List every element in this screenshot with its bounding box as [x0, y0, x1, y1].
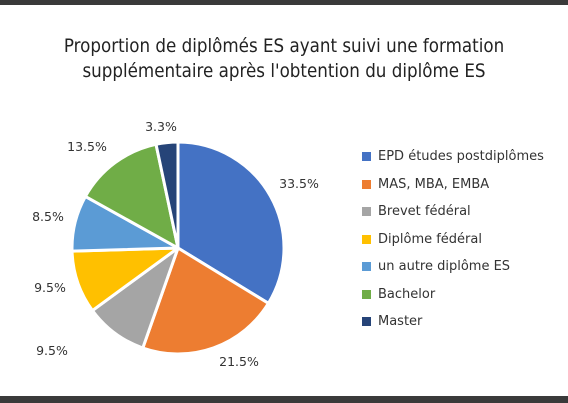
legend-label: Diplôme fédéral	[378, 231, 482, 247]
slice-value-label-3: 9.5%	[34, 280, 66, 295]
chart-title-line-1: Proportion de diplômés ES ayant suivi un…	[63, 35, 505, 57]
pie-slice-6	[154, 140, 180, 250]
pie-slice-5	[83, 142, 180, 250]
legend-swatch	[362, 289, 371, 299]
slice-value-label-0: 33.5%	[279, 176, 319, 191]
legend-label: Brevet fédéral	[378, 204, 471, 220]
legend-swatch	[362, 234, 371, 244]
legend-swatch	[362, 152, 371, 162]
chart-title-line-2: supplémentaire après l'obtention du dipl…	[82, 60, 486, 82]
legend-item-2: Brevet fédéral	[362, 198, 544, 226]
legend-label: Bachelor	[378, 286, 436, 302]
slice-value-label-1: 21.5%	[219, 354, 259, 369]
legend-swatch	[362, 179, 371, 189]
legend-item-6: Master	[362, 308, 544, 336]
legend-item-5: Bachelor	[362, 281, 544, 309]
legend-swatch	[362, 262, 371, 272]
slice-value-label-5: 13.5%	[67, 139, 107, 154]
legend-swatch	[362, 207, 371, 217]
chart-title: Proportion de diplômés ES ayant suivi un…	[34, 34, 534, 84]
legend-label: un autre diplôme ES	[378, 259, 511, 275]
legend-label: EPD études postdiplômes	[378, 149, 544, 165]
pie-slice-1	[141, 246, 270, 356]
legend-label: Master	[378, 314, 423, 330]
slice-value-label-6: 3.3%	[145, 119, 177, 134]
bottom-border	[0, 396, 568, 403]
legend-item-4: un autre diplôme ES	[362, 253, 544, 281]
slice-value-label-4: 8.5%	[32, 209, 64, 224]
legend: EPD études postdiplômes MAS, MBA, EMBA Bre…	[362, 143, 544, 336]
slice-value-label-2: 9.5%	[36, 343, 68, 358]
legend-swatch	[362, 317, 371, 327]
legend-item-3: Diplôme fédéral	[362, 226, 544, 254]
legend-item-0: EPD études postdiplômes	[362, 143, 544, 171]
legend-label: MAS, MBA, EMBA	[378, 176, 490, 192]
top-border	[0, 0, 568, 5]
legend-item-1: MAS, MBA, EMBA	[362, 171, 544, 199]
